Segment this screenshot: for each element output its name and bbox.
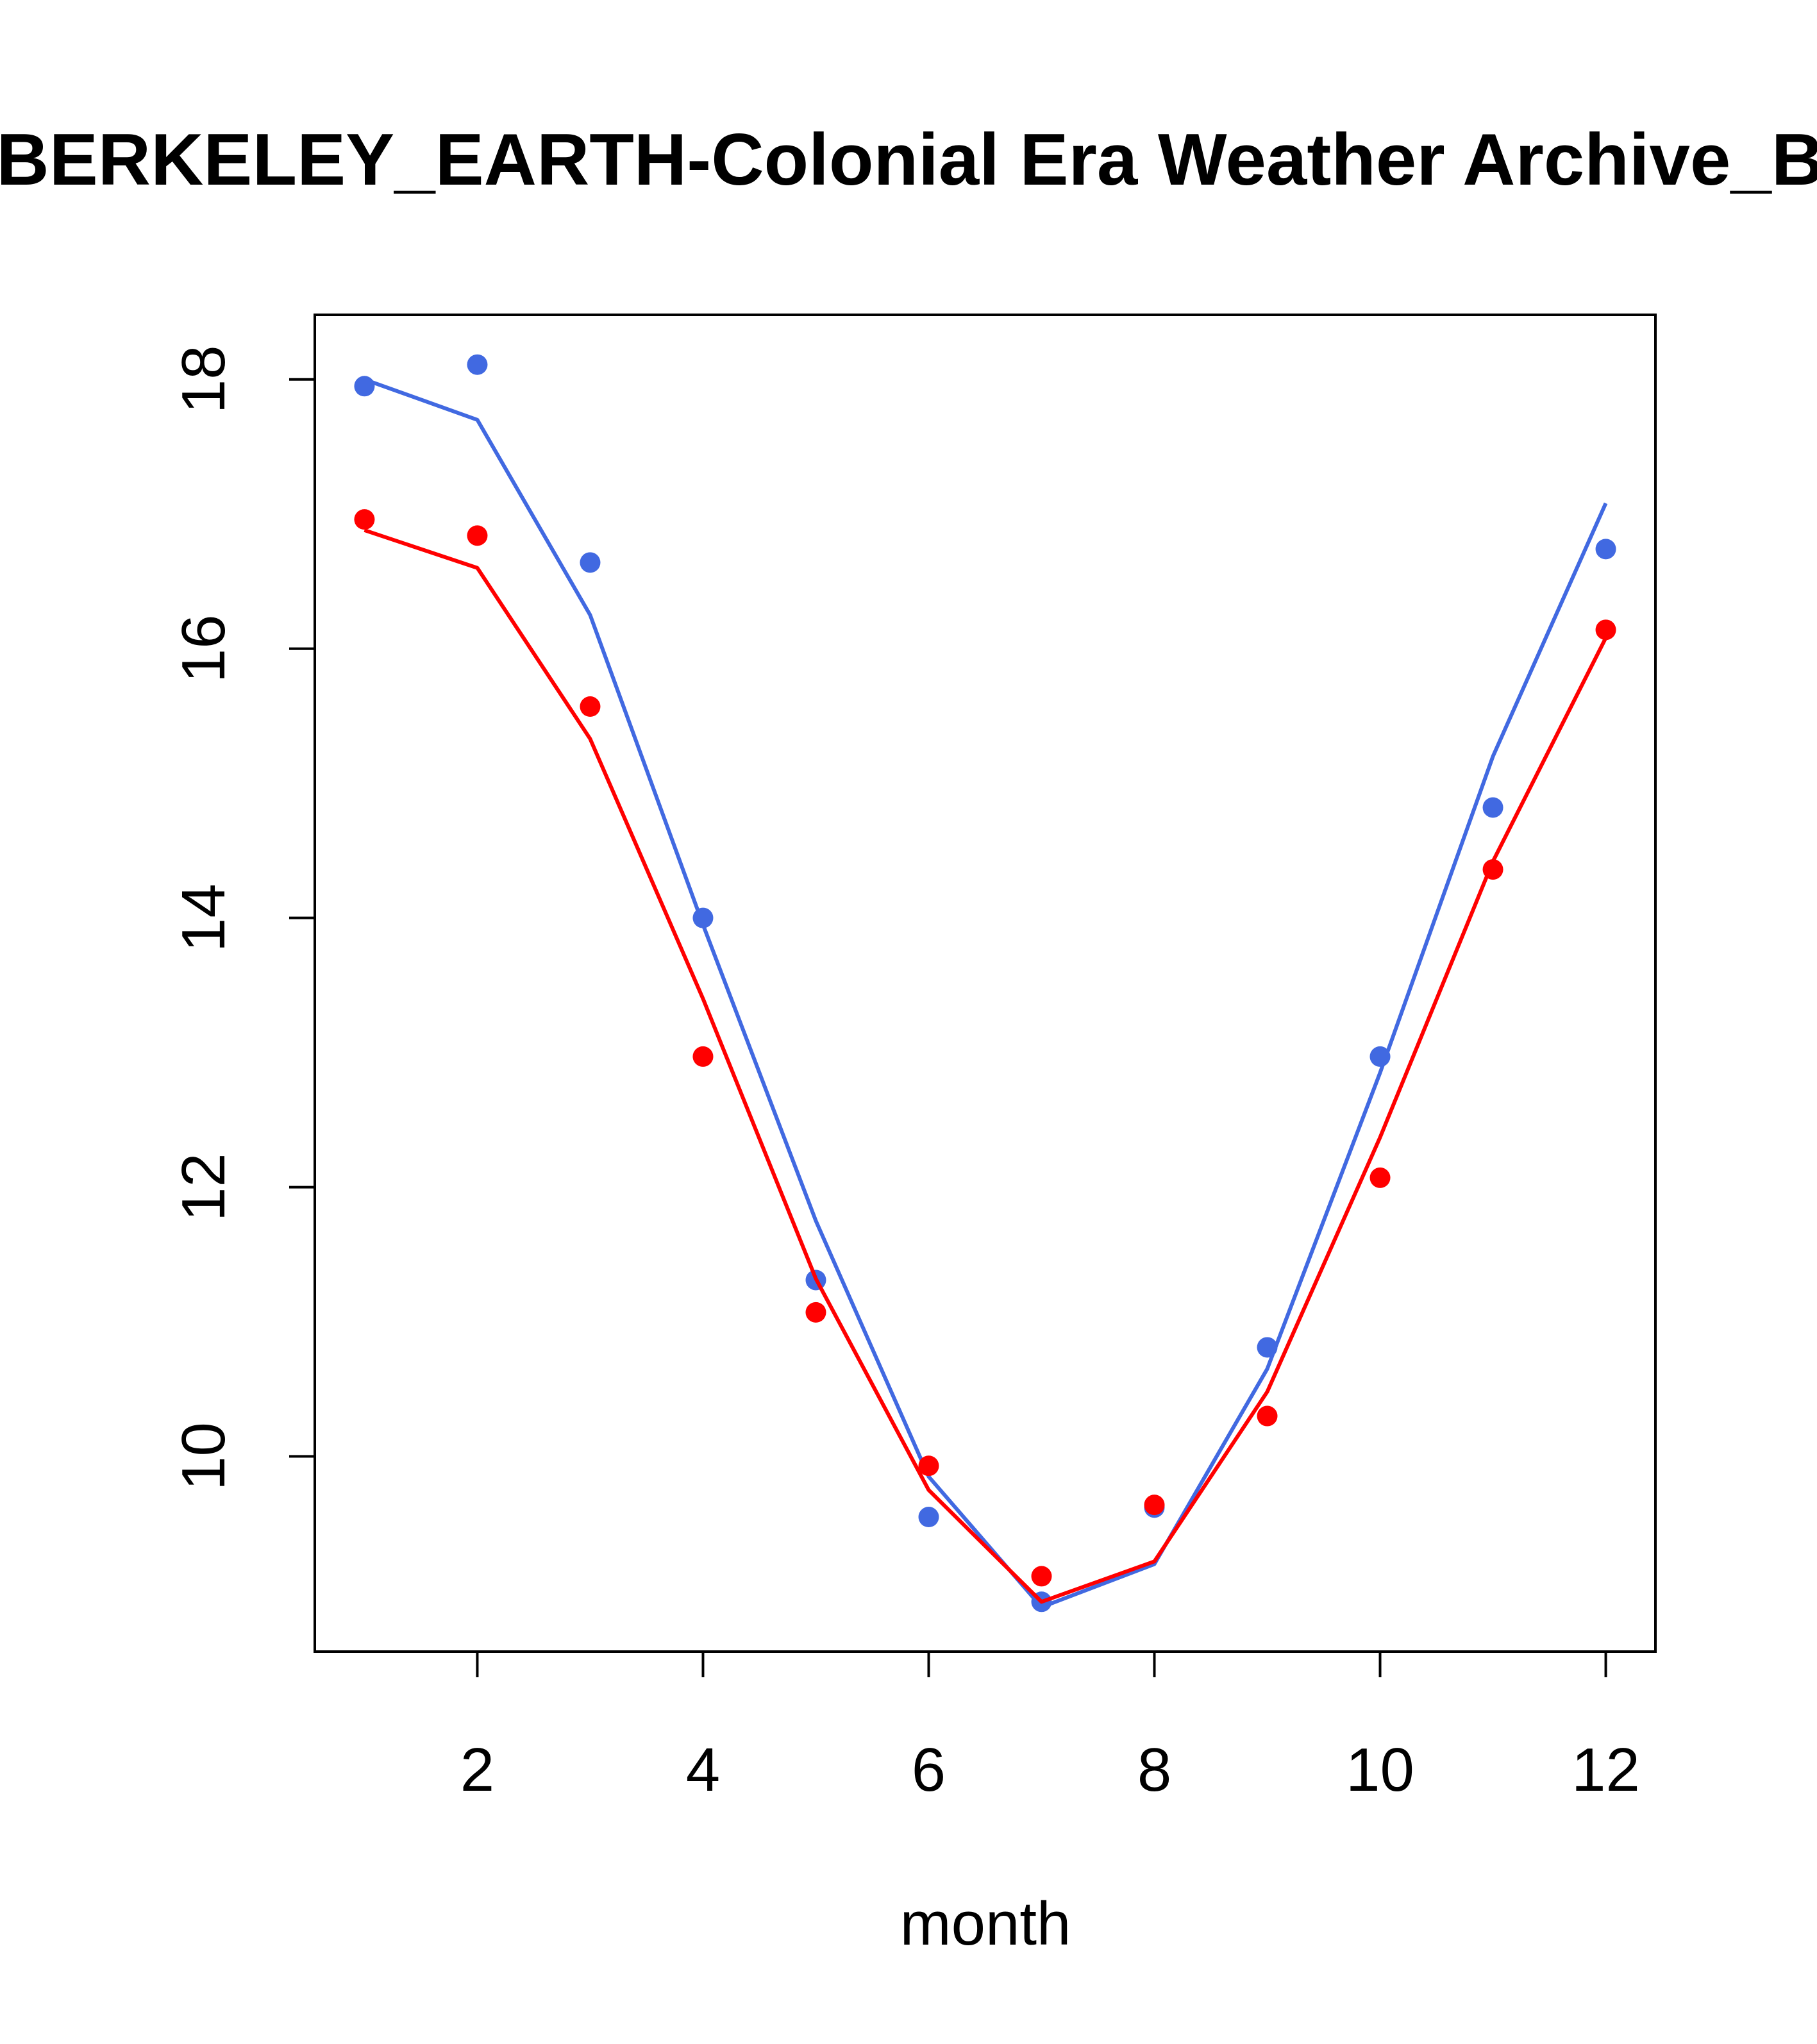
data-point: [1369, 1046, 1391, 1067]
y-tick-label: 12: [169, 1153, 238, 1221]
y-tick-label: 18: [169, 345, 238, 414]
x-tick-label: 10: [1346, 1736, 1414, 1804]
x-axis: 2 4 6 8 10 12: [460, 1650, 1640, 1804]
y-axis: 10 12 14 16 18: [169, 345, 316, 1491]
data-point: [1257, 1405, 1278, 1427]
data-point: [918, 1507, 939, 1528]
data-point: [467, 525, 488, 546]
data-point: [1482, 859, 1503, 880]
data-point: [1257, 1337, 1278, 1358]
series-line: [364, 377, 1608, 1609]
data-point: [1482, 797, 1503, 818]
data-point: [354, 376, 375, 397]
data-point: [354, 509, 375, 530]
data-point: [467, 354, 488, 375]
data-point: [1369, 1167, 1391, 1188]
data-point: [1595, 619, 1616, 641]
data-point: [1595, 539, 1616, 560]
x-axis-label: month: [900, 1889, 1071, 1958]
data-point: [580, 552, 601, 573]
data-point: [692, 1046, 714, 1067]
y-tick-label: 16: [169, 614, 238, 683]
data-point: [692, 907, 714, 928]
x-tick-label: 8: [1137, 1736, 1171, 1804]
chart-title: BERKELEY_EARTH-Colonial Era Weather Arch…: [0, 119, 1817, 201]
x-tick-label: 6: [912, 1736, 946, 1804]
data-point: [1144, 1495, 1165, 1516]
plot-box: [314, 314, 1657, 1653]
y-tick-label: 10: [169, 1422, 238, 1491]
series-layer: [354, 354, 1616, 1613]
y-tick-label: 14: [169, 884, 238, 952]
data-point: [580, 696, 601, 717]
data-point: [918, 1455, 939, 1477]
data-point: [1031, 1566, 1052, 1587]
x-tick-label: 2: [460, 1736, 494, 1804]
x-tick-label: 12: [1571, 1736, 1640, 1804]
x-tick-label: 4: [686, 1736, 720, 1804]
series-line: [364, 528, 1608, 1604]
data-point: [805, 1302, 826, 1323]
